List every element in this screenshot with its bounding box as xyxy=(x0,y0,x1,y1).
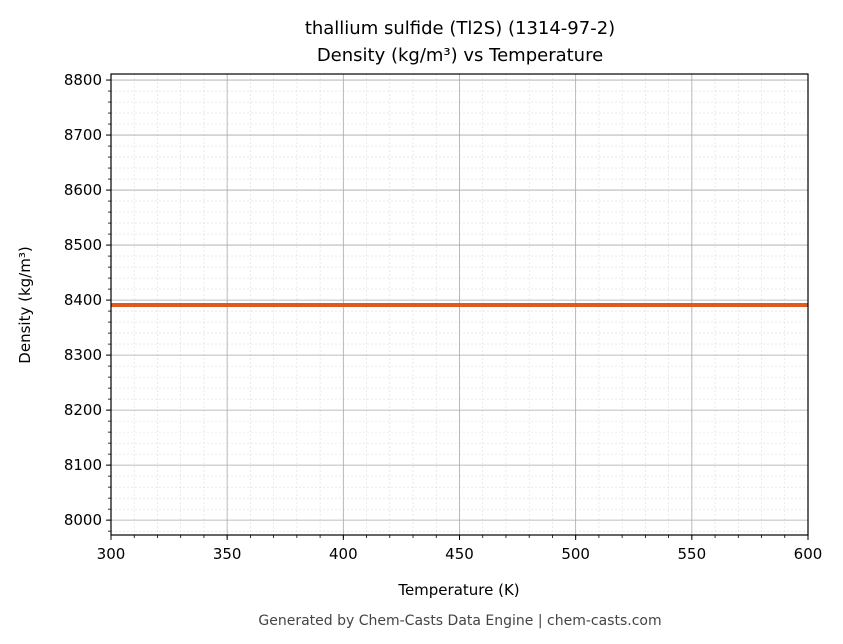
y-tick-label: 8100 xyxy=(64,456,102,474)
x-tick-label: 450 xyxy=(445,545,474,563)
y-tick-label: 8400 xyxy=(64,291,102,309)
y-tick-label: 8700 xyxy=(64,126,102,144)
x-tick-label: 600 xyxy=(794,545,823,563)
x-tick-label: 550 xyxy=(678,545,707,563)
y-tick-label: 8300 xyxy=(64,346,102,364)
y-tick-label: 8800 xyxy=(64,71,102,89)
x-tick-label: 350 xyxy=(213,545,242,563)
chart-subtitle: Density (kg/m³) vs Temperature xyxy=(317,45,603,66)
chart-title: thallium sulfide (Tl2S) (1314-97-2) xyxy=(305,18,615,39)
x-tick-label: 400 xyxy=(329,545,358,563)
ticks: 300 350 400 450 500 550 600 8000 8100 8200 8300 840… xyxy=(64,71,823,563)
footer-credit: Generated by Chem-Casts Data Engine | ch… xyxy=(258,613,661,629)
x-tick-label: 500 xyxy=(561,545,590,563)
y-tick-label: 8600 xyxy=(64,181,102,199)
grid xyxy=(110,74,809,535)
x-axis-label: Temperature (K) xyxy=(397,581,519,599)
y-tick-label: 8000 xyxy=(64,511,102,529)
y-axis-label: Density (kg/m³) xyxy=(16,246,34,363)
y-tick-label: 8200 xyxy=(64,401,102,419)
x-tick-label: 300 xyxy=(97,545,126,563)
y-tick-label: 8500 xyxy=(64,236,102,254)
